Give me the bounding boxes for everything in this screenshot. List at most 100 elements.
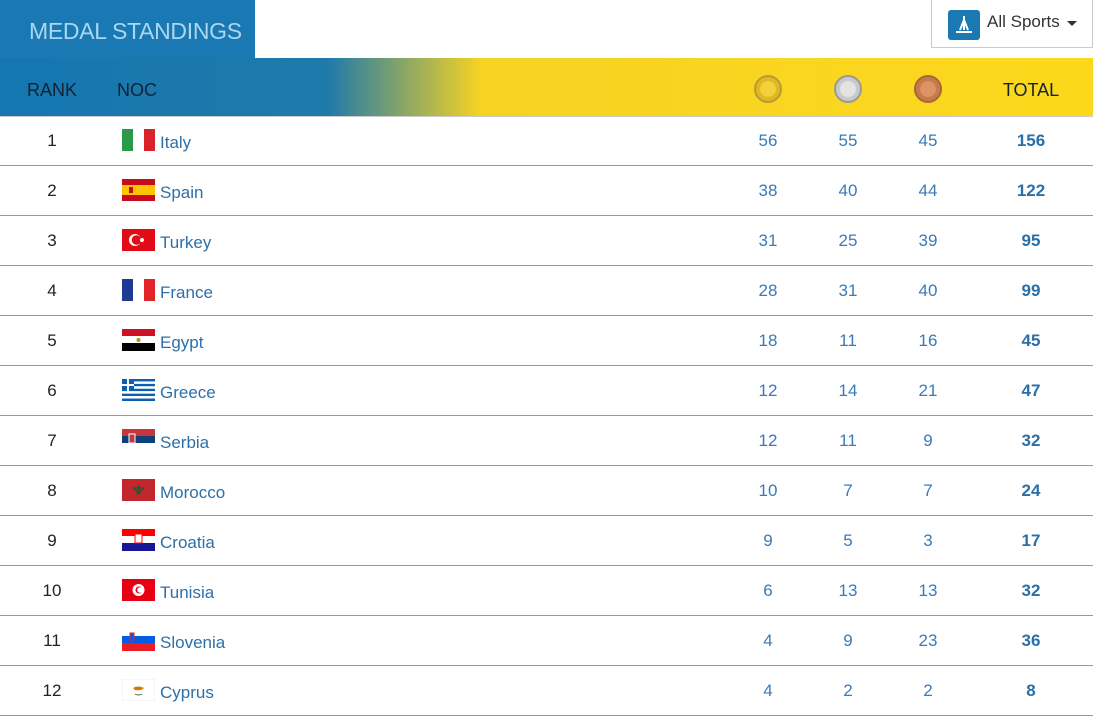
page-title: MEDAL STANDINGS bbox=[0, 0, 255, 58]
table-row: 5 Egypt 18 11 16 45 bbox=[0, 316, 1093, 366]
rank: 8 bbox=[47, 481, 57, 500]
silver-count: 40 bbox=[838, 181, 858, 200]
table-row: 3 Turkey 31 25 39 95 bbox=[0, 216, 1093, 266]
bronze-count: 45 bbox=[918, 131, 938, 150]
table-row: 12 Cyprus 4 2 2 8 bbox=[0, 666, 1093, 716]
country-name: Greece bbox=[160, 383, 216, 402]
country-name: Morocco bbox=[160, 483, 226, 502]
table-row: 9 Croatia 9 5 3 17 bbox=[0, 516, 1093, 566]
country-flag bbox=[122, 179, 155, 201]
country-name: Slovenia bbox=[160, 633, 226, 652]
gold-count: 10 bbox=[758, 481, 778, 500]
silver-count: 11 bbox=[839, 331, 857, 350]
sport-filter[interactable]: All Sports bbox=[931, 0, 1093, 48]
silver-count: 11 bbox=[839, 431, 857, 450]
gold-count: 12 bbox=[758, 381, 778, 400]
gold-count: 4 bbox=[763, 681, 773, 700]
silver-count: 25 bbox=[838, 231, 858, 250]
gold-count: 4 bbox=[763, 631, 773, 650]
bronze-count: 7 bbox=[923, 481, 933, 500]
country-name: Italy bbox=[160, 133, 192, 152]
silver-count: 13 bbox=[838, 581, 858, 600]
silver-count: 5 bbox=[843, 531, 853, 550]
rank: 2 bbox=[47, 181, 57, 200]
rank: 7 bbox=[47, 431, 57, 450]
country-flag bbox=[122, 429, 155, 451]
noc-header: NOC bbox=[117, 80, 157, 100]
silver-count: 55 bbox=[838, 131, 858, 150]
total-count: 45 bbox=[1021, 331, 1041, 350]
table-header: RANK NOC TOTAL bbox=[0, 58, 1093, 117]
rank: 6 bbox=[47, 381, 57, 400]
total-count: 95 bbox=[1021, 231, 1041, 250]
country-name: Cyprus bbox=[160, 683, 214, 702]
country-name: France bbox=[160, 283, 213, 302]
filter-label: All Sports bbox=[987, 12, 1060, 31]
rank: 4 bbox=[47, 281, 57, 300]
total-count: 156 bbox=[1016, 131, 1046, 150]
country-name: Spain bbox=[160, 183, 204, 202]
bronze-count: 39 bbox=[918, 231, 938, 250]
total-count: 99 bbox=[1021, 281, 1041, 300]
rank: 10 bbox=[42, 581, 62, 600]
table-row: 8 Morocco 10 7 7 24 bbox=[0, 466, 1093, 516]
gold-count: 28 bbox=[758, 281, 778, 300]
country-flag bbox=[122, 379, 155, 401]
total-count: 32 bbox=[1021, 581, 1041, 600]
table-row: 4 France 28 31 40 99 bbox=[0, 266, 1093, 316]
country-flag bbox=[122, 229, 155, 251]
table-row: 11 Slovenia 4 9 23 36 bbox=[0, 616, 1093, 666]
country-flag bbox=[122, 129, 155, 151]
bronze-count: 40 bbox=[918, 281, 938, 300]
country-name: Tunisia bbox=[160, 583, 215, 602]
country-name: Egypt bbox=[160, 333, 204, 352]
table-row: 6 Greece 12 14 21 47 bbox=[0, 366, 1093, 416]
bronze-count: 21 bbox=[918, 381, 938, 400]
rank: 12 bbox=[42, 681, 62, 700]
country-name: Serbia bbox=[160, 433, 210, 452]
total-count: 47 bbox=[1021, 381, 1041, 400]
silver-count: 7 bbox=[843, 481, 853, 500]
bronze-icon bbox=[914, 75, 942, 103]
bronze-count: 16 bbox=[918, 331, 938, 350]
silver-count: 9 bbox=[843, 631, 853, 650]
table-row: 1 Italy 56 55 45 156 bbox=[0, 116, 1093, 166]
bronze-count: 9 bbox=[923, 431, 933, 450]
total-header: TOTAL bbox=[1002, 80, 1060, 100]
rank: 5 bbox=[47, 331, 57, 350]
bronze-count: 44 bbox=[918, 181, 938, 200]
total-count: 32 bbox=[1021, 431, 1041, 450]
country-name: Croatia bbox=[160, 533, 215, 552]
country-name: Turkey bbox=[160, 233, 212, 252]
gold-count: 12 bbox=[758, 431, 778, 450]
country-flag bbox=[122, 279, 155, 301]
country-flag bbox=[122, 329, 155, 351]
silver-count: 31 bbox=[838, 281, 858, 300]
bronze-count: 13 bbox=[918, 581, 938, 600]
gold-count: 38 bbox=[758, 181, 778, 200]
sport-icon bbox=[948, 10, 980, 40]
country-flag bbox=[122, 529, 155, 551]
total-count: 17 bbox=[1021, 531, 1041, 550]
total-count: 122 bbox=[1016, 181, 1046, 200]
rank: 1 bbox=[47, 131, 57, 150]
total-count: 36 bbox=[1021, 631, 1041, 650]
table-row: 10 Tunisia 6 13 13 32 bbox=[0, 566, 1093, 616]
silver-icon bbox=[834, 75, 862, 103]
gold-count: 56 bbox=[758, 131, 778, 150]
bronze-count: 23 bbox=[918, 631, 938, 650]
rank: 9 bbox=[47, 531, 57, 550]
gold-count: 18 bbox=[758, 331, 778, 350]
bronze-count: 2 bbox=[923, 681, 933, 700]
gold-count: 9 bbox=[763, 531, 773, 550]
table-row: 7 Serbia 12 11 9 32 bbox=[0, 416, 1093, 466]
total-count: 24 bbox=[1021, 481, 1041, 500]
gold-icon bbox=[754, 75, 782, 103]
country-flag bbox=[122, 479, 155, 501]
rank-header: RANK bbox=[26, 80, 78, 100]
rank: 3 bbox=[47, 231, 57, 250]
dropdown-caret bbox=[1067, 21, 1077, 26]
silver-count: 2 bbox=[843, 681, 853, 700]
gold-count: 31 bbox=[758, 231, 778, 250]
